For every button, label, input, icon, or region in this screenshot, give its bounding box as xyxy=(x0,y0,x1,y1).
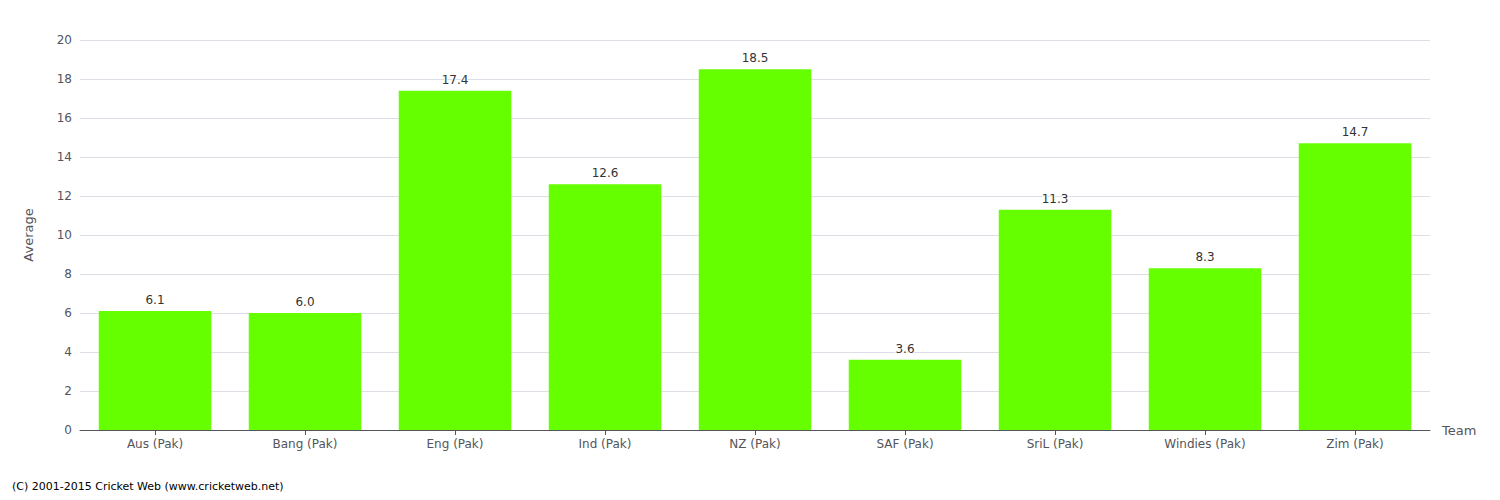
svg-text:Ind (Pak): Ind (Pak) xyxy=(579,437,632,451)
svg-text:11.3: 11.3 xyxy=(1042,192,1069,206)
svg-text:Aus (Pak): Aus (Pak) xyxy=(127,437,183,451)
svg-text:NZ (Pak): NZ (Pak) xyxy=(729,437,780,451)
svg-text:17.4: 17.4 xyxy=(442,73,469,87)
svg-text:18.5: 18.5 xyxy=(742,51,769,65)
svg-text:14: 14 xyxy=(57,150,72,164)
svg-text:Zim (Pak): Zim (Pak) xyxy=(1326,437,1383,451)
svg-text:8.3: 8.3 xyxy=(1195,250,1214,264)
svg-text:12.6: 12.6 xyxy=(592,166,619,180)
svg-text:8: 8 xyxy=(64,267,72,281)
svg-text:12: 12 xyxy=(57,189,72,203)
svg-text:SriL (Pak): SriL (Pak) xyxy=(1027,437,1084,451)
svg-text:SAF (Pak): SAF (Pak) xyxy=(876,437,933,451)
svg-text:3.6: 3.6 xyxy=(895,342,914,356)
svg-text:Eng (Pak): Eng (Pak) xyxy=(427,437,484,451)
svg-text:14.7: 14.7 xyxy=(1342,125,1369,139)
svg-text:Bang (Pak): Bang (Pak) xyxy=(273,437,338,451)
svg-text:18: 18 xyxy=(57,72,72,86)
svg-text:0: 0 xyxy=(64,423,72,437)
svg-text:4: 4 xyxy=(64,345,72,359)
svg-text:Average: Average xyxy=(21,208,36,261)
svg-text:6: 6 xyxy=(64,306,72,320)
svg-text:16: 16 xyxy=(57,111,72,125)
svg-text:6.1: 6.1 xyxy=(145,293,164,307)
svg-text:10: 10 xyxy=(57,228,72,242)
svg-text:6.0: 6.0 xyxy=(295,295,314,309)
svg-text:20: 20 xyxy=(57,33,72,47)
svg-text:2: 2 xyxy=(64,384,72,398)
svg-text:Team: Team xyxy=(1441,423,1476,438)
svg-text:Windies (Pak): Windies (Pak) xyxy=(1164,437,1245,451)
svg-text:(C) 2001-2015 Cricket Web (www: (C) 2001-2015 Cricket Web (www.cricketwe… xyxy=(12,480,284,493)
